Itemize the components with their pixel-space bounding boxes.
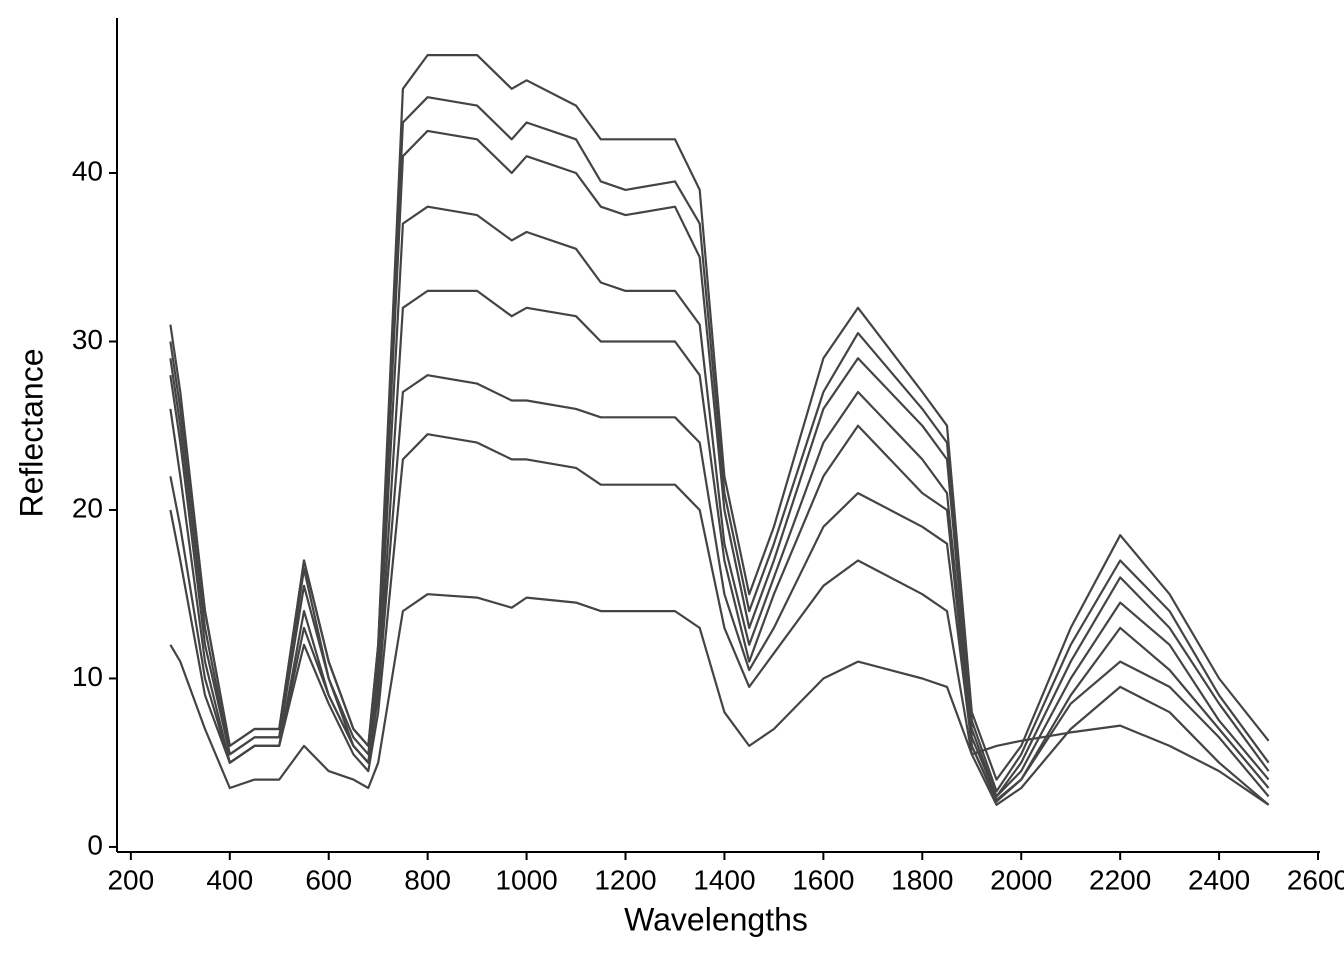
x-tick-label: 1200 <box>594 864 656 895</box>
spectrum-line <box>169 433 1270 806</box>
y-tick-label: 10 <box>72 661 103 692</box>
spectrum-line <box>169 205 1270 798</box>
y-tick-label: 0 <box>87 829 103 860</box>
spectrum-line <box>169 289 1270 801</box>
y-axis-title: Reflectance <box>13 349 49 518</box>
x-tick-label: 1000 <box>495 864 557 895</box>
x-tick-label: 2600 <box>1287 864 1344 895</box>
spectrum-line <box>169 374 1270 803</box>
x-axis-title: Wavelengths <box>624 901 808 937</box>
x-tick-label: 1600 <box>792 864 854 895</box>
x-tick-label: 1400 <box>693 864 755 895</box>
y-tick-label: 20 <box>72 492 103 523</box>
y-tick-label: 40 <box>72 155 103 186</box>
x-tick-label: 1800 <box>891 864 953 895</box>
spectrum-line <box>169 96 1270 793</box>
y-tick-label: 30 <box>72 324 103 355</box>
spectrum-line <box>169 593 1270 806</box>
x-tick-label: 600 <box>305 864 352 895</box>
x-tick-label: 2400 <box>1188 864 1250 895</box>
x-tick-label: 200 <box>107 864 154 895</box>
x-tick-label: 2200 <box>1089 864 1151 895</box>
x-tick-label: 800 <box>404 864 451 895</box>
spectrum-line <box>169 54 1270 781</box>
x-tick-label: 400 <box>206 864 253 895</box>
x-tick-label: 2000 <box>990 864 1052 895</box>
